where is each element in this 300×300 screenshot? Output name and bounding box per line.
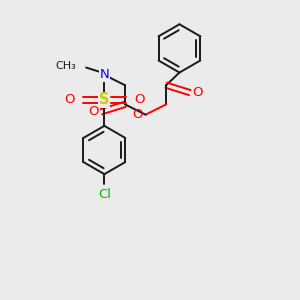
Text: O: O xyxy=(88,105,98,118)
Text: S: S xyxy=(99,92,110,107)
Text: N: N xyxy=(100,68,109,81)
Text: Cl: Cl xyxy=(98,188,111,201)
Text: O: O xyxy=(64,93,75,106)
Text: O: O xyxy=(192,86,202,99)
Text: O: O xyxy=(134,93,144,106)
Text: O: O xyxy=(132,108,142,121)
Text: CH₃: CH₃ xyxy=(56,61,76,71)
